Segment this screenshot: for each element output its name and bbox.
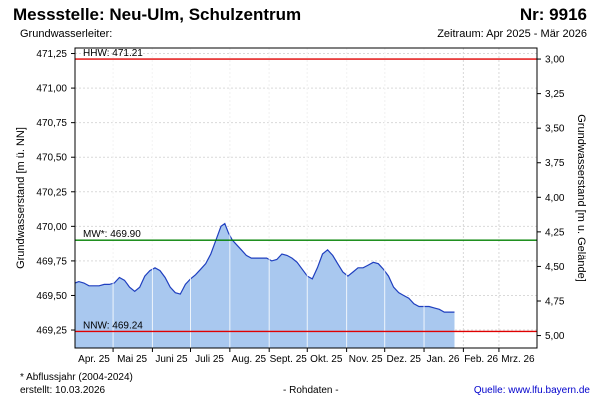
reference-line-label: MW*: 469.90 — [83, 229, 141, 240]
x-tick-label: Juni 25 — [155, 354, 188, 365]
y-tick-label: 471,00 — [36, 84, 67, 95]
x-tick-label: Nov. 25 — [349, 354, 383, 365]
water-level-area — [75, 223, 455, 348]
reference-lines: HHW: 471.21 MW*: 469.90 NNW: 469.24 — [75, 48, 537, 333]
reference-line-label: NNW: 469.24 — [83, 320, 143, 331]
y-right-tick-label: 4,25 — [545, 227, 565, 238]
aquifer-label: Grundwasserleiter: — [20, 28, 113, 40]
station-number: Nr: 9916 — [519, 5, 587, 24]
x-tick-label: Mai 25 — [117, 354, 147, 365]
axis-ticks: 469,25 469,50 469,75 470,00 470,25 470,50 470,… — [36, 49, 564, 365]
x-tick-label: Apr. 25 — [78, 354, 110, 365]
x-tick-label: Mrz. 26 — [501, 354, 535, 365]
x-tick-label: Aug. 25 — [232, 354, 267, 365]
y-tick-label: 470,00 — [36, 222, 67, 233]
source-info: Quelle: www.lfu.bayern.de — [474, 385, 590, 396]
period-label: Zeitraum: Apr 2025 - Mär 2026 — [437, 28, 587, 40]
reference-line-label: HHW: 471.21 — [83, 48, 143, 59]
source-link[interactable]: www.lfu.bayern.de — [508, 385, 590, 396]
y-tick-label: 469,75 — [36, 256, 67, 267]
y-right-tick-label: 5,00 — [545, 331, 565, 342]
plot-frame — [74, 47, 538, 349]
y-right-tick-label: 3,50 — [545, 124, 565, 135]
y-axis-title-right: Grundwasserstand [m u. Gelände] — [575, 114, 587, 282]
created-info: erstellt: 10.03.2026 — [20, 385, 105, 396]
y-right-tick-label: 3,75 — [545, 158, 565, 169]
station-title: Messstelle: Neu-Ulm, Schulzentrum — [13, 5, 302, 24]
x-tick-label: Feb. 26 — [464, 354, 498, 365]
y-tick-label: 470,25 — [36, 187, 67, 198]
y-right-tick-label: 3,25 — [545, 89, 565, 100]
x-tick-label: Okt. 25 — [310, 354, 343, 365]
y-tick-label: 470,50 — [36, 153, 67, 164]
y-right-tick-label: 4,50 — [545, 262, 565, 273]
y-right-tick-label: 4,75 — [545, 296, 565, 307]
x-tick-label: Juli 25 — [195, 354, 224, 365]
x-tick-label: Jan. 26 — [427, 354, 460, 365]
x-tick-label: Sept. 25 — [270, 354, 308, 365]
y-tick-label: 470,75 — [36, 118, 67, 129]
x-tick-label: Dez. 25 — [386, 354, 421, 365]
y-tick-label: 469,50 — [36, 291, 67, 302]
y-right-tick-label: 3,00 — [545, 55, 565, 66]
y-right-tick-label: 4,00 — [545, 193, 565, 204]
y-axis-title-left: Grundwasserstand [m ü. NN] — [15, 127, 27, 269]
created-label: erstellt: — [20, 385, 53, 396]
footnote: * Abflussjahr (2004-2024) — [20, 372, 133, 383]
raw-data-label: - Rohdaten - — [283, 385, 339, 396]
y-tick-label: 471,25 — [36, 49, 67, 60]
source-label: Quelle: — [473, 385, 506, 396]
y-tick-label: 469,25 — [36, 326, 67, 337]
created-date: 10.03.2026 — [55, 385, 106, 396]
water-level-line — [74, 222, 455, 313]
